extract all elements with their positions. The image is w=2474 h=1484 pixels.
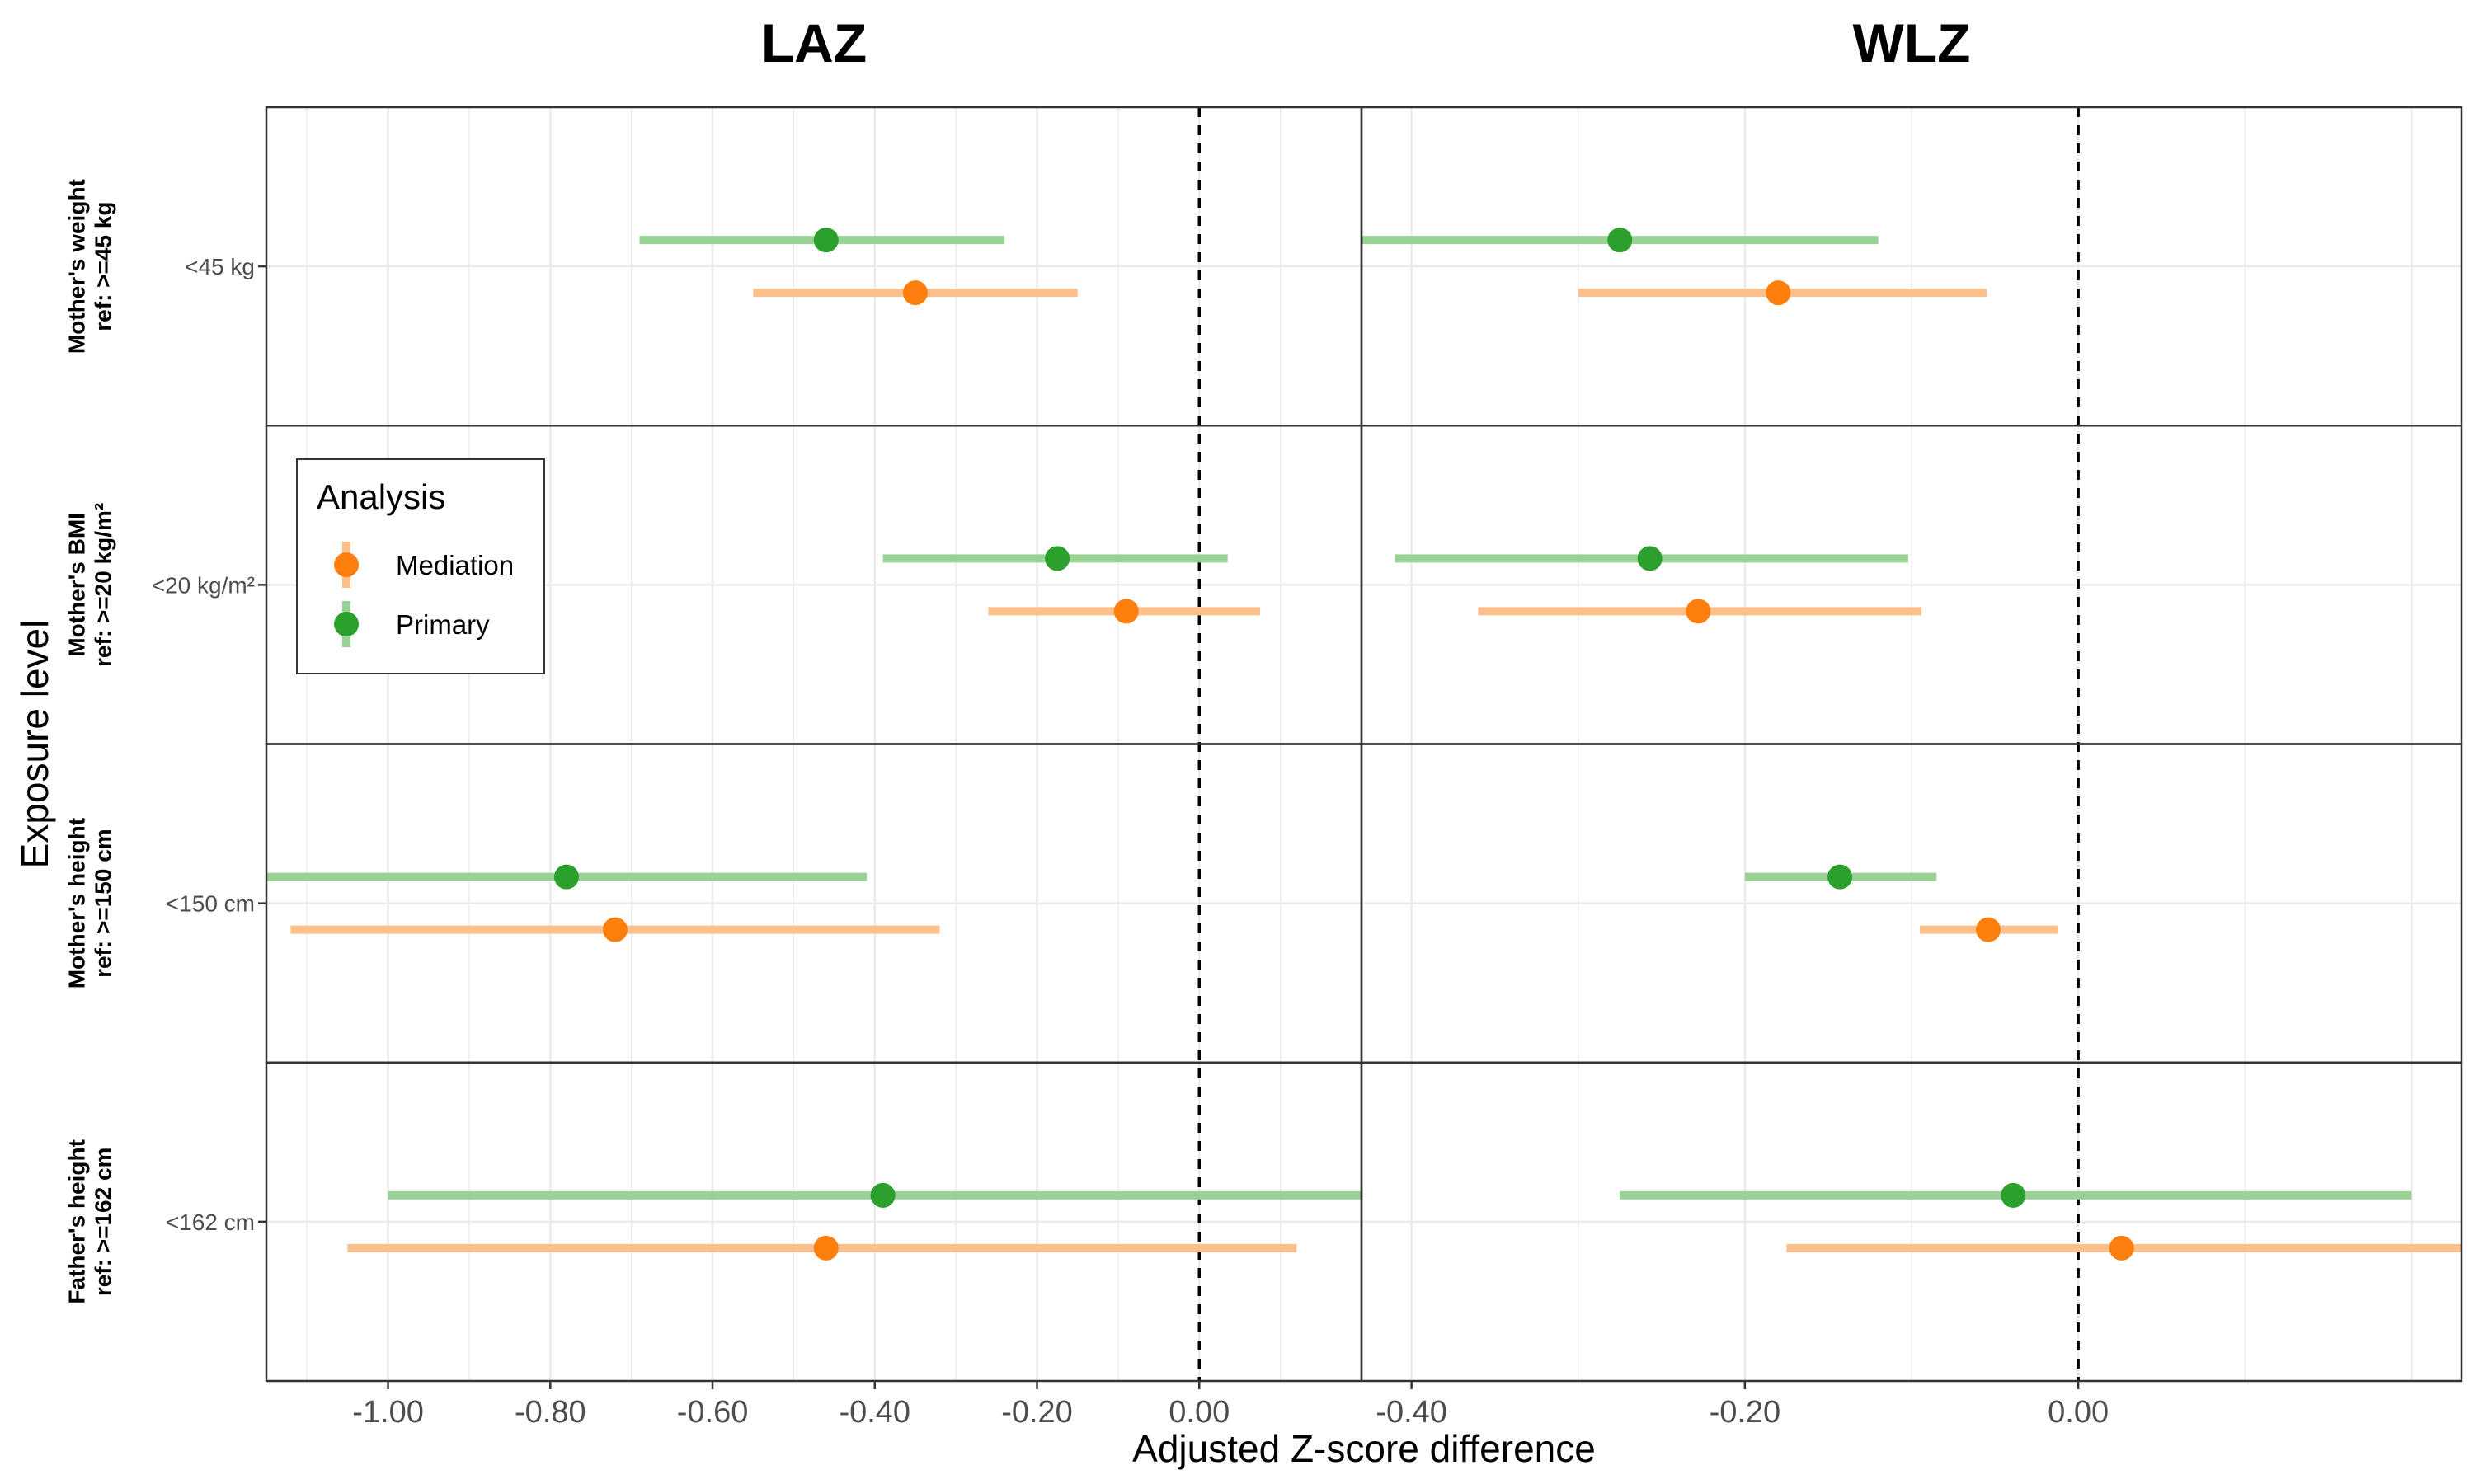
- facet-panels: [265, 106, 2463, 1383]
- point-estimate-primary: [2001, 1182, 2026, 1208]
- legend-label-primary: Primary: [396, 609, 490, 640]
- x-tick-label: -0.20: [1710, 1395, 1781, 1430]
- data-marks-wlz: [1362, 228, 2462, 1261]
- x-tick-label: -0.80: [515, 1395, 586, 1430]
- row-facet-label: Mother's weightref: >=45 kg: [63, 179, 115, 354]
- y-axis-title: Exposure level: [13, 620, 56, 869]
- y-tick-label: <162 cm: [166, 1209, 255, 1235]
- point-estimate-primary: [1607, 228, 1633, 253]
- point-estimate-primary: [1827, 864, 1853, 890]
- point-estimate-mediation: [1686, 599, 1711, 624]
- y-tick-label: <150 cm: [166, 891, 255, 917]
- legend-title: Analysis: [317, 477, 445, 516]
- column-title-laz: LAZ: [761, 12, 867, 73]
- point-estimate-primary: [870, 1182, 896, 1208]
- facet-strip-labels: LAZ WLZ Mother's weightref: >=45 kg Mother'…: [63, 12, 1970, 1304]
- point-estimate-mediation: [902, 280, 928, 306]
- x-tick-label: -0.40: [839, 1395, 910, 1430]
- x-tick-label: -0.60: [677, 1395, 749, 1430]
- data-marks-laz: [266, 228, 1362, 1261]
- point-estimate-primary: [1045, 546, 1070, 571]
- column-title-wlz: WLZ: [1853, 12, 1971, 73]
- y-tick-label: <45 kg: [185, 254, 255, 279]
- legend-label-mediation: Mediation: [396, 550, 514, 580]
- row-facet-label: Father's heightref: >=162 cm: [63, 1139, 115, 1304]
- point-estimate-mediation: [1766, 280, 1791, 306]
- point-estimate-mediation: [2109, 1235, 2134, 1261]
- row-facet-label: Mother's heightref: >=150 cm: [63, 818, 115, 989]
- point-estimate-mediation: [602, 917, 628, 942]
- x-tick-label: -0.40: [1376, 1395, 1447, 1430]
- x-tick-label: 0.00: [2048, 1395, 2109, 1430]
- point-estimate-mediation: [813, 1235, 839, 1261]
- x-axis-title: Adjusted Z-score difference: [1132, 1427, 1596, 1470]
- x-tick-label: 0.00: [1169, 1395, 1230, 1430]
- point-estimate-primary: [553, 864, 579, 890]
- axes: <45 kg <20 kg/m² <150 cm <162 cm -1.00 -0.80 -…: [13, 254, 2109, 1470]
- point-estimate-primary: [813, 228, 839, 253]
- row-facet-label: Mother's BMIref: >=20 kg/m²: [63, 503, 115, 667]
- point-estimate-primary: [1637, 546, 1663, 571]
- panel-border: [1360, 1061, 2463, 1383]
- x-tick-label: -1.00: [352, 1395, 424, 1430]
- legend-key-point-primary: [334, 612, 359, 636]
- x-tick-label: -0.20: [1001, 1395, 1073, 1430]
- y-tick-label: <20 kg/m²: [152, 572, 255, 598]
- legend: Analysis Mediation Primary: [296, 458, 545, 674]
- point-estimate-mediation: [1975, 917, 2001, 942]
- legend-key-point-mediation: [334, 552, 359, 577]
- point-estimate-mediation: [1113, 599, 1139, 624]
